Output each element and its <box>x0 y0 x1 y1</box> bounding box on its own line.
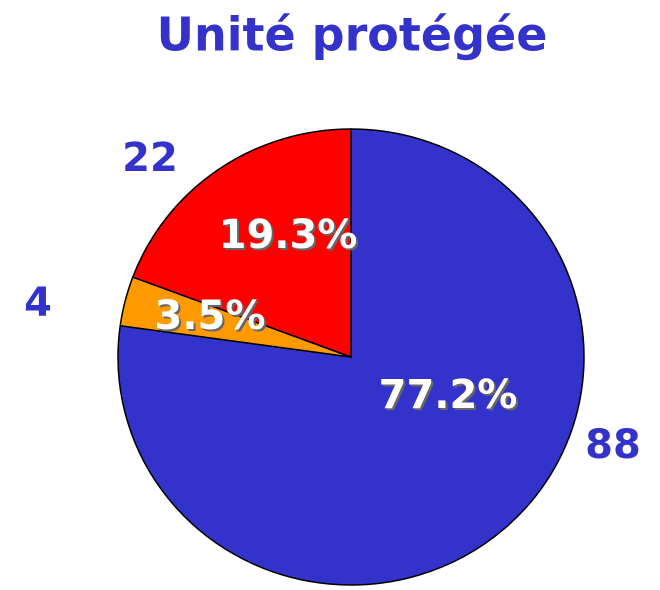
count-label: 4 <box>24 280 52 326</box>
percentage-label-shadow: 3.5% <box>157 295 268 341</box>
percentage-label: 77.2% <box>379 372 518 418</box>
pie-slice <box>131 128 352 359</box>
percentage-label: 3.5% <box>155 293 266 339</box>
count-label: 22 <box>122 135 178 181</box>
percentage-label: 19.3% <box>219 212 358 258</box>
percentage-label-shadow: 77.2% <box>381 374 520 420</box>
count-label: 88 <box>585 422 641 468</box>
percentage-label-shadow: 19.3% <box>221 214 360 260</box>
chart-title: Unité protégée <box>157 8 548 62</box>
